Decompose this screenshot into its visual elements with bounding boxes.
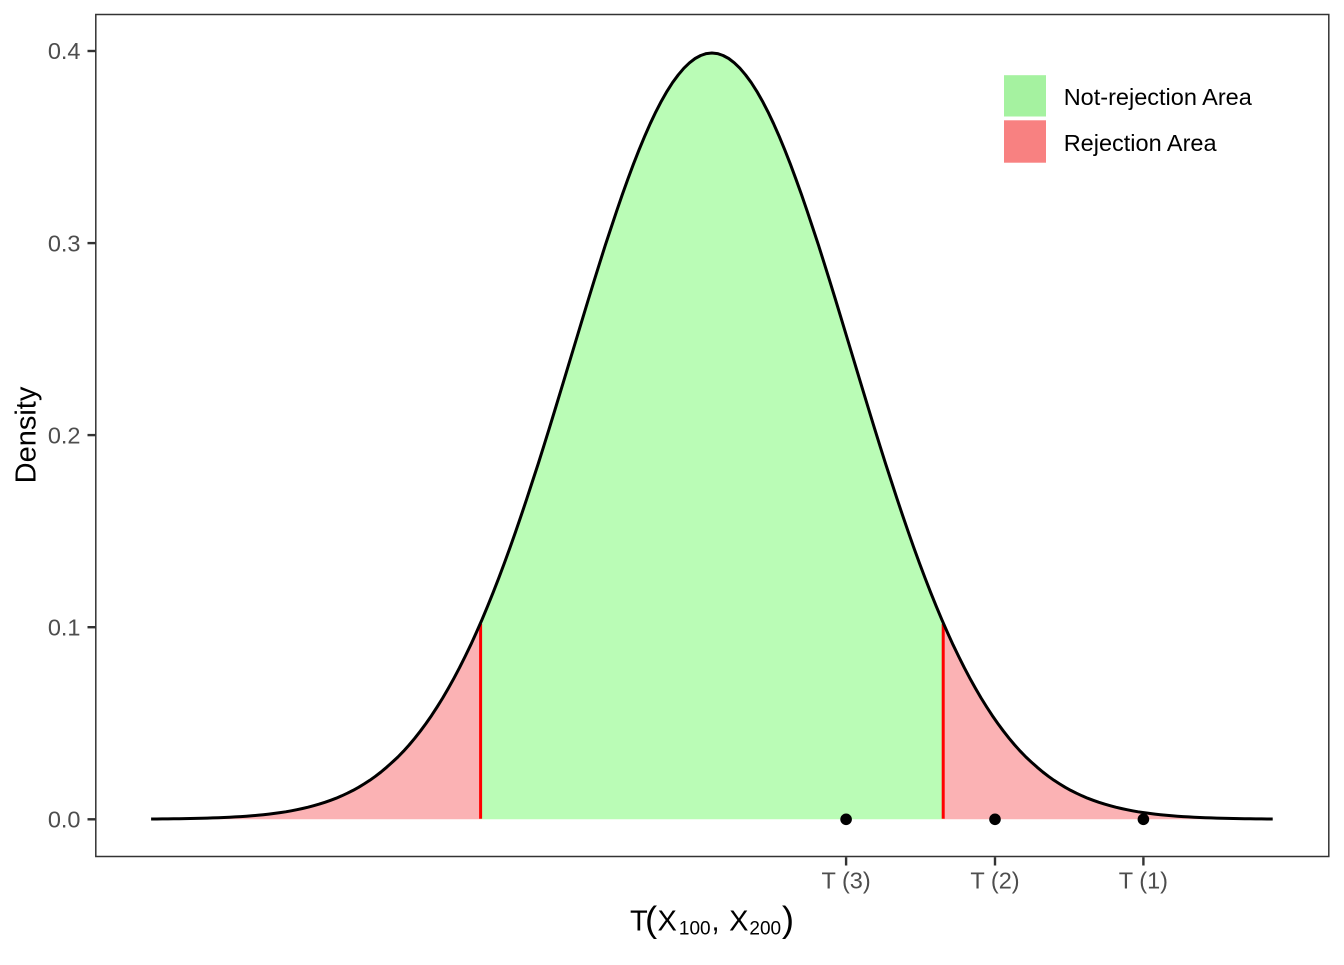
svg-text:,: ,: [712, 906, 720, 938]
svg-text:(: (: [645, 899, 657, 940]
svg-text:T (2): T (2): [970, 868, 1019, 894]
svg-text:T (1): T (1): [1119, 868, 1168, 894]
svg-text:200: 200: [749, 919, 781, 940]
svg-text:Rejection Area: Rejection Area: [1064, 130, 1218, 156]
svg-text:100: 100: [679, 919, 711, 940]
svg-text:0.1: 0.1: [48, 614, 81, 640]
svg-text:0.0: 0.0: [48, 807, 81, 833]
svg-text:T (3): T (3): [822, 868, 871, 894]
svg-text:Density: Density: [10, 386, 42, 483]
svg-text:T: T: [630, 906, 648, 938]
svg-text:Not-rejection Area: Not-rejection Area: [1064, 84, 1253, 110]
svg-text:): ): [782, 899, 794, 940]
svg-text:0.4: 0.4: [48, 38, 81, 64]
svg-text:X: X: [729, 906, 748, 938]
svg-text:0.3: 0.3: [48, 230, 81, 256]
svg-text:X: X: [658, 906, 677, 938]
svg-text:0.2: 0.2: [48, 422, 81, 448]
